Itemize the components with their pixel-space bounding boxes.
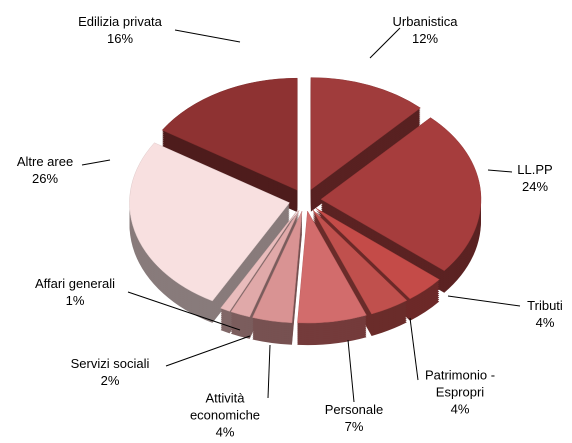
- category-label: Personale: [324, 402, 384, 417]
- leader-line: [347, 339, 355, 403]
- leader-line: [447, 295, 521, 307]
- slice: [129, 142, 290, 302]
- slice: [252, 210, 303, 324]
- leader-line: [487, 169, 513, 173]
- leader-line: [174, 29, 241, 43]
- category-label: Affari generali: [35, 276, 115, 291]
- value-label: 26%: [31, 171, 59, 186]
- slice: [297, 210, 367, 324]
- slice-label: Tributi 4%: [505, 297, 572, 331]
- slice-label: LL.PP 24%: [495, 161, 572, 195]
- leader-line: [127, 291, 241, 331]
- slice-label: Affari generali 1%: [10, 275, 140, 309]
- slice: [220, 209, 298, 312]
- value-label: 4%: [535, 315, 555, 330]
- category-label: Patrimonio - Espropri: [424, 367, 496, 400]
- value-label: 7%: [344, 419, 364, 434]
- category-label: Altre aree: [16, 154, 74, 169]
- slice-label: Urbanistica 12%: [365, 13, 485, 47]
- slice: [320, 117, 482, 271]
- slice-label: Personale 7%: [304, 401, 404, 435]
- value-label: 1%: [65, 293, 85, 308]
- value-label: 4%: [215, 424, 235, 440]
- category-label: Edilizia privata: [78, 14, 162, 29]
- slice-label: Edilizia privata 16%: [60, 13, 180, 47]
- leader-line: [267, 344, 271, 399]
- slice: [315, 207, 440, 300]
- value-label: 4%: [450, 401, 470, 417]
- slice-label: Patrimonio - Espropri 4%: [410, 367, 510, 418]
- slice: [310, 77, 421, 191]
- leader-line: [409, 317, 419, 381]
- value-label: 12%: [411, 31, 439, 46]
- value-label: 16%: [106, 31, 134, 46]
- leader-line: [81, 159, 111, 166]
- slice: [312, 209, 408, 315]
- slice: [230, 210, 300, 318]
- category-label: LL.PP: [517, 162, 553, 177]
- category-label: Servizi sociali: [70, 356, 150, 371]
- category-label: Tributi: [527, 298, 563, 313]
- value-label: 2%: [100, 373, 120, 388]
- leader-line: [165, 335, 251, 367]
- value-label: 24%: [521, 179, 549, 194]
- slice-label: Attività economiche 4%: [180, 390, 270, 441]
- category-label: Urbanistica: [392, 14, 458, 29]
- slice: [161, 77, 298, 191]
- slice-label: Servizi sociali 2%: [50, 355, 170, 389]
- category-label: Attività economiche: [189, 390, 261, 423]
- slice-label: Altre aree 26%: [0, 153, 90, 187]
- leader-line: [369, 27, 401, 59]
